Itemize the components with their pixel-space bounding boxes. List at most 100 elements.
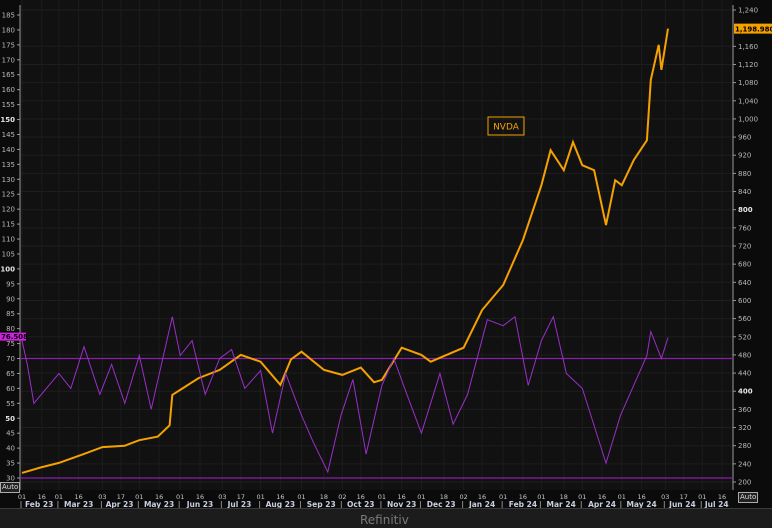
rsi-line: [21, 315, 669, 474]
x-month-label: Dec 23: [427, 500, 456, 508]
x-month-label: May 23: [144, 500, 174, 508]
left-tick-label: 90: [6, 295, 15, 303]
x-day-tick-label: 01: [618, 493, 626, 501]
x-day-tick-label: 01: [135, 493, 143, 501]
x-day-tick-label: 16: [276, 493, 284, 501]
x-month-label: Jun 24: [668, 500, 696, 508]
left-tick-label: 185: [2, 12, 15, 20]
x-month-label: Nov 23: [387, 500, 416, 508]
left-tick-label: 135: [2, 161, 15, 169]
right-tick-label: 200: [738, 479, 751, 487]
left-tick-label: 175: [2, 41, 15, 49]
right-tick-label: 760: [738, 224, 751, 232]
x-day-tick-label: 01: [578, 493, 586, 501]
right-tick-label: 1,040: [738, 97, 758, 105]
x-day-tick-label: 16: [598, 493, 606, 501]
left-tick-label: 130: [2, 176, 15, 184]
x-month-label: May 24: [626, 500, 656, 508]
x-day-tick-label: 16: [519, 493, 527, 501]
x-day-tick-label: 02: [459, 493, 467, 501]
x-month-label: Jun 23: [186, 500, 214, 508]
auto-scale-right-button[interactable]: Auto: [738, 492, 759, 503]
left-tick-label: 160: [2, 86, 15, 94]
x-month-label: Jul 24: [704, 500, 729, 508]
right-tick-label: 600: [738, 297, 751, 305]
legend-label-nvda: NVDA: [493, 123, 520, 133]
left-tick-label: 120: [2, 206, 15, 214]
right-tick-label: 1,240: [738, 7, 758, 15]
x-day-tick-label: 01: [378, 493, 386, 501]
right-tick-label: 480: [738, 351, 751, 359]
left-tick-label: 65: [6, 370, 15, 378]
right-tick-label: 400: [738, 388, 753, 396]
x-day-tick-label: 17: [680, 493, 688, 501]
x-month-label: Feb 24: [509, 500, 537, 508]
x-day-tick-label: 18: [560, 493, 568, 501]
x-month-label: Apr 23: [106, 500, 134, 508]
left-tick-label: 145: [2, 131, 15, 139]
left-tick-label: 110: [2, 236, 15, 244]
left-tick-label: 170: [2, 56, 15, 64]
x-day-tick-label: 01: [698, 493, 706, 501]
left-tick-label: 150: [0, 116, 15, 124]
x-day-tick-label: 03: [98, 493, 106, 501]
x-day-tick-label: 01: [18, 493, 26, 501]
last-rsi-tag-label: 76.508: [1, 333, 28, 341]
x-day-tick-label: 16: [637, 493, 645, 501]
x-day-tick-label: 16: [398, 493, 406, 501]
x-day-tick-label: 01: [256, 493, 264, 501]
left-tick-label: 85: [6, 310, 15, 318]
left-tick-label: 165: [2, 71, 15, 79]
price-rsi-chart: 1851801751701651601551501451401351301251…: [0, 0, 772, 508]
x-axis-background: [0, 490, 772, 508]
x-day-tick-label: 01: [297, 493, 305, 501]
left-tick-label: 180: [2, 26, 15, 34]
left-tick-label: 75: [6, 340, 15, 348]
x-day-tick-label: 01: [499, 493, 507, 501]
right-tick-label: 280: [738, 442, 751, 450]
left-tick-label: 105: [2, 250, 15, 258]
left-tick-label: 40: [6, 445, 15, 453]
left-tick-label: 35: [6, 460, 15, 468]
brand-label: Refinitiv: [360, 513, 409, 527]
left-tick-label: 70: [6, 355, 15, 363]
x-day-tick-label: 16: [38, 493, 46, 501]
left-tick-label: 50: [5, 415, 15, 423]
left-tick-label: 115: [2, 221, 15, 229]
left-tick-label: 60: [6, 385, 15, 393]
x-month-label: Feb 23: [25, 500, 53, 508]
x-month-label: Sep 23: [307, 500, 336, 508]
x-month-label: Aug 23: [266, 500, 296, 508]
right-tick-label: 960: [738, 134, 751, 142]
x-day-tick-label: 17: [117, 493, 125, 501]
auto-scale-left-button[interactable]: Auto: [0, 482, 21, 493]
left-tick-label: 155: [2, 101, 15, 109]
x-day-tick-label: 16: [357, 493, 365, 501]
nvda-price-line: [21, 28, 669, 474]
right-tick-label: 560: [738, 315, 751, 323]
x-day-tick-label: 01: [176, 493, 184, 501]
right-tick-label: 800: [738, 206, 753, 214]
x-day-tick-label: 18: [440, 493, 448, 501]
x-day-tick-label: 01: [55, 493, 63, 501]
right-tick-label: 720: [738, 243, 751, 251]
x-month-label: Mar 24: [547, 500, 576, 508]
right-tick-label: 1,000: [738, 115, 758, 123]
x-day-tick-label: 03: [661, 493, 669, 501]
x-day-tick-label: 03: [218, 493, 226, 501]
last-price-tag-label: 1,198.980: [735, 26, 772, 34]
x-day-tick-label: 17: [237, 493, 245, 501]
right-tick-label: 1,080: [738, 79, 758, 87]
x-day-tick-label: 18: [320, 493, 328, 501]
x-month-label: Jul 23: [227, 500, 252, 508]
x-day-tick-label: 16: [718, 493, 726, 501]
footer-bar: Refinitiv: [0, 508, 772, 528]
left-tick-label: 45: [6, 430, 15, 438]
x-day-tick-label: 16: [75, 493, 83, 501]
last-rsi-tag: [0, 332, 26, 341]
left-tick-label: 125: [2, 191, 15, 199]
left-tick-label: 100: [0, 265, 15, 273]
legend-box: [487, 116, 525, 136]
x-day-tick-label: 16: [478, 493, 486, 501]
right-tick-label: 920: [738, 152, 751, 160]
